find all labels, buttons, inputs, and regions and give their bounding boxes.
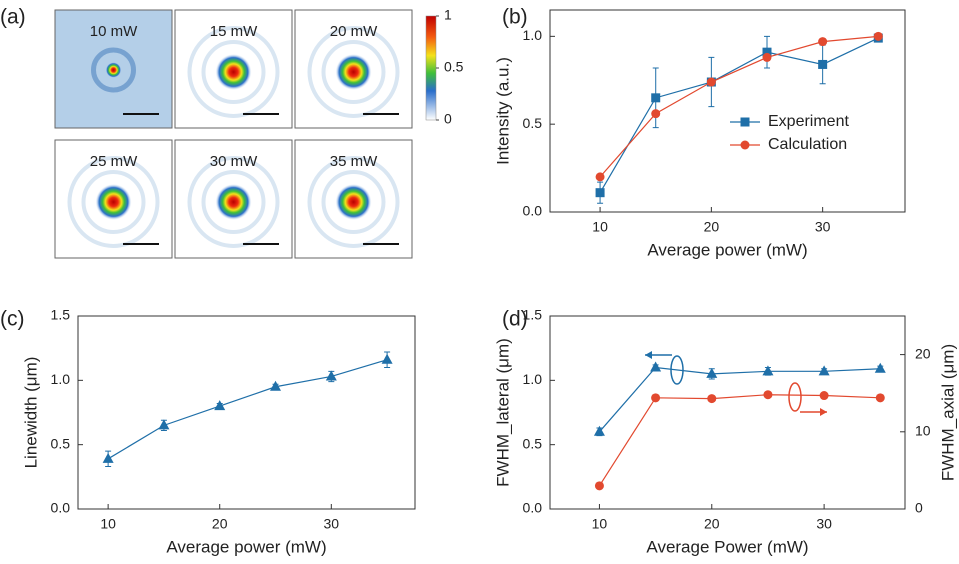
series-line <box>108 360 387 459</box>
marker <box>650 361 661 371</box>
tile-label: 20 mW <box>330 23 378 40</box>
x-axis-title: Average power (mW) <box>166 537 326 556</box>
tile-label: 30 mW <box>210 153 258 170</box>
y-tick-label: 1.0 <box>523 371 543 387</box>
marker <box>382 354 393 364</box>
colorbar-tick-label: 0 <box>444 111 452 127</box>
plot-frame <box>78 316 415 509</box>
marker <box>651 393 660 402</box>
legend-marker <box>741 118 750 127</box>
y-axis-title: Linewidth (μm) <box>21 357 40 469</box>
x-axis-title: Average power (mW) <box>647 240 807 259</box>
panel-label: (a) <box>0 6 26 29</box>
y-tick-label: 1.0 <box>51 371 71 387</box>
figure: (a) 10 mW 15 mW 20 mW 25 mW 30 mW 35 mW 0 0.5 1 (b… <box>0 0 959 564</box>
colorbar-tick-label: 0.5 <box>444 59 464 75</box>
marker <box>103 453 114 463</box>
marker <box>651 109 660 118</box>
x-tick-label: 20 <box>704 219 720 235</box>
colorbar-tick-label: 1 <box>444 7 452 23</box>
legend-label: Experiment <box>768 113 849 130</box>
series-line <box>599 367 880 431</box>
x-tick-label: 10 <box>592 219 608 235</box>
tile-label: 10 mW <box>90 23 138 40</box>
y-tick-label: 0.0 <box>51 500 71 516</box>
x-tick-label: 20 <box>212 516 228 532</box>
y-axis-title: Intensity (a.u.) <box>493 57 512 165</box>
y-axis-title: FWHM_lateral (μm) <box>493 338 512 487</box>
marker <box>595 481 604 490</box>
panel-label: (b) <box>502 6 528 29</box>
x-tick-label: 30 <box>816 516 832 532</box>
y-tick-label: 1.5 <box>523 307 543 323</box>
legend-marker <box>741 141 750 150</box>
marker <box>763 53 772 62</box>
marker <box>876 393 885 402</box>
x-axis-title: Average Power (mW) <box>646 537 808 556</box>
y2-tick-label: 0 <box>915 500 923 516</box>
image-spot <box>216 184 252 220</box>
y-tick-label: 0.5 <box>523 115 543 131</box>
marker <box>874 32 883 41</box>
y2-tick-label: 20 <box>915 345 931 361</box>
y2-tick-label: 10 <box>915 423 931 439</box>
marker <box>875 363 886 373</box>
y-tick-label: 1.0 <box>523 27 543 43</box>
image-spot <box>216 54 252 90</box>
marker <box>819 365 830 375</box>
y-tick-label: 1.5 <box>51 307 71 323</box>
image-spot <box>106 62 122 78</box>
marker <box>707 78 716 87</box>
y-tick-label: 0.5 <box>51 435 71 451</box>
marker <box>596 172 605 181</box>
y-tick-label: 0.0 <box>523 203 543 219</box>
y2-axis-title: FWHM_axial (μm) <box>938 344 957 481</box>
image-spot <box>336 184 372 220</box>
tile-label: 25 mW <box>90 153 138 170</box>
plot-frame <box>550 10 905 212</box>
marker <box>820 391 829 400</box>
y-tick-label: 0.5 <box>523 435 543 451</box>
marker <box>763 390 772 399</box>
series-line <box>599 395 880 486</box>
x-tick-label: 30 <box>324 516 340 532</box>
x-tick-label: 20 <box>704 516 720 532</box>
marker <box>651 93 660 102</box>
image-spot <box>96 184 132 220</box>
y-tick-label: 0.0 <box>523 500 543 516</box>
x-tick-label: 10 <box>592 516 608 532</box>
legend-label: Calculation <box>768 136 847 153</box>
panel-label: (c) <box>0 308 25 331</box>
image-spot <box>336 54 372 90</box>
axis-indicator <box>645 351 827 416</box>
marker <box>596 188 605 197</box>
x-tick-label: 10 <box>100 516 116 532</box>
marker <box>762 365 773 375</box>
marker <box>707 394 716 403</box>
marker <box>818 37 827 46</box>
colorbar <box>426 16 436 120</box>
x-tick-label: 30 <box>815 219 831 235</box>
tile-label: 35 mW <box>330 153 378 170</box>
marker <box>818 60 827 69</box>
tile-label: 15 mW <box>210 23 258 40</box>
